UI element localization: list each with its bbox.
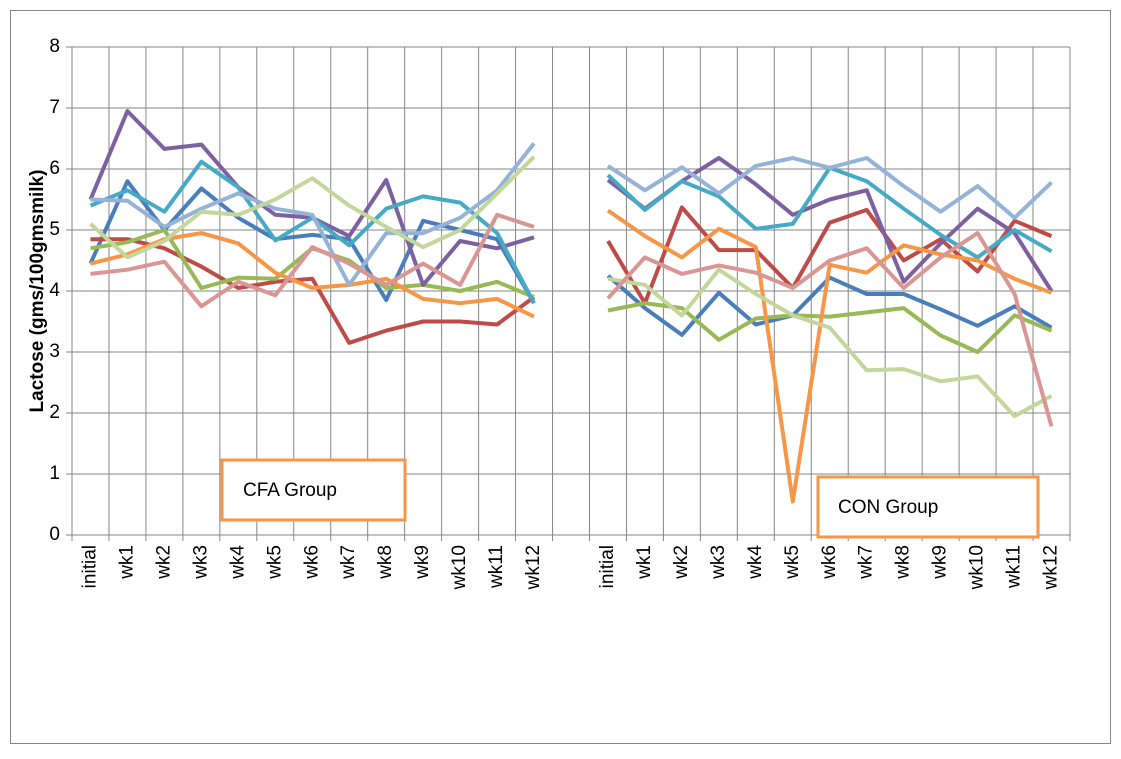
x-tick-label: wk7 (338, 545, 359, 580)
x-tick-label: wk8 (375, 545, 396, 580)
x-tick-label: wk7 (856, 545, 877, 580)
chart-frame (10, 10, 1111, 744)
x-tick-label: wk5 (782, 545, 803, 580)
y-tick-label: 0 (49, 524, 60, 545)
x-tick-label: wk12 (523, 545, 544, 590)
x-tick-label: wk10 (967, 545, 988, 590)
annotation-box (220, 458, 407, 522)
series-line (89, 155, 1053, 419)
series-line (90, 205, 1053, 345)
x-tick-label: wk3 (708, 545, 729, 580)
x-tick-label: wk4 (227, 545, 248, 580)
x-tick-label: wk1 (116, 545, 137, 580)
y-tick-label: 8 (49, 36, 60, 57)
x-tick-label: wk3 (190, 545, 211, 580)
x-tick-label: wk6 (301, 545, 322, 580)
x-tick-label: wk8 (893, 545, 914, 580)
x-tick-label: wk1 (634, 545, 655, 580)
y-tick-label: 5 (49, 219, 60, 240)
x-tick-label: wk6 (819, 545, 840, 580)
annotation-box (816, 475, 1040, 539)
x-tick-label: initial (79, 545, 100, 588)
x-tick-label: wk2 (671, 545, 692, 580)
x-tick-label: wk4 (745, 545, 766, 580)
series-line (90, 142, 1053, 287)
y-tick-label: 1 (49, 463, 60, 484)
y-tick-label: 7 (49, 97, 60, 118)
x-tick-label: wk11 (486, 545, 507, 589)
y-axis-title: Lactose (gms/100gmsmilk) (27, 170, 48, 413)
y-tick-label: 4 (49, 280, 60, 301)
x-tick-label: initial (597, 545, 618, 588)
x-tick-label: wk10 (449, 545, 470, 590)
x-tick-label: wk9 (930, 545, 951, 580)
x-tick-label: wk9 (412, 545, 433, 580)
y-tick-label: 6 (49, 158, 60, 179)
annotation: CON Group (838, 497, 938, 518)
series-line (90, 212, 1054, 427)
x-tick-label: wk11 (1004, 545, 1025, 589)
x-tick-label: wk5 (264, 545, 285, 580)
x-tick-label: wk2 (153, 545, 174, 580)
y-tick-label: 3 (49, 341, 60, 362)
annotation: CFA Group (243, 480, 337, 501)
y-tick-label: 2 (49, 402, 60, 423)
x-tick-label: wk12 (1041, 545, 1062, 590)
